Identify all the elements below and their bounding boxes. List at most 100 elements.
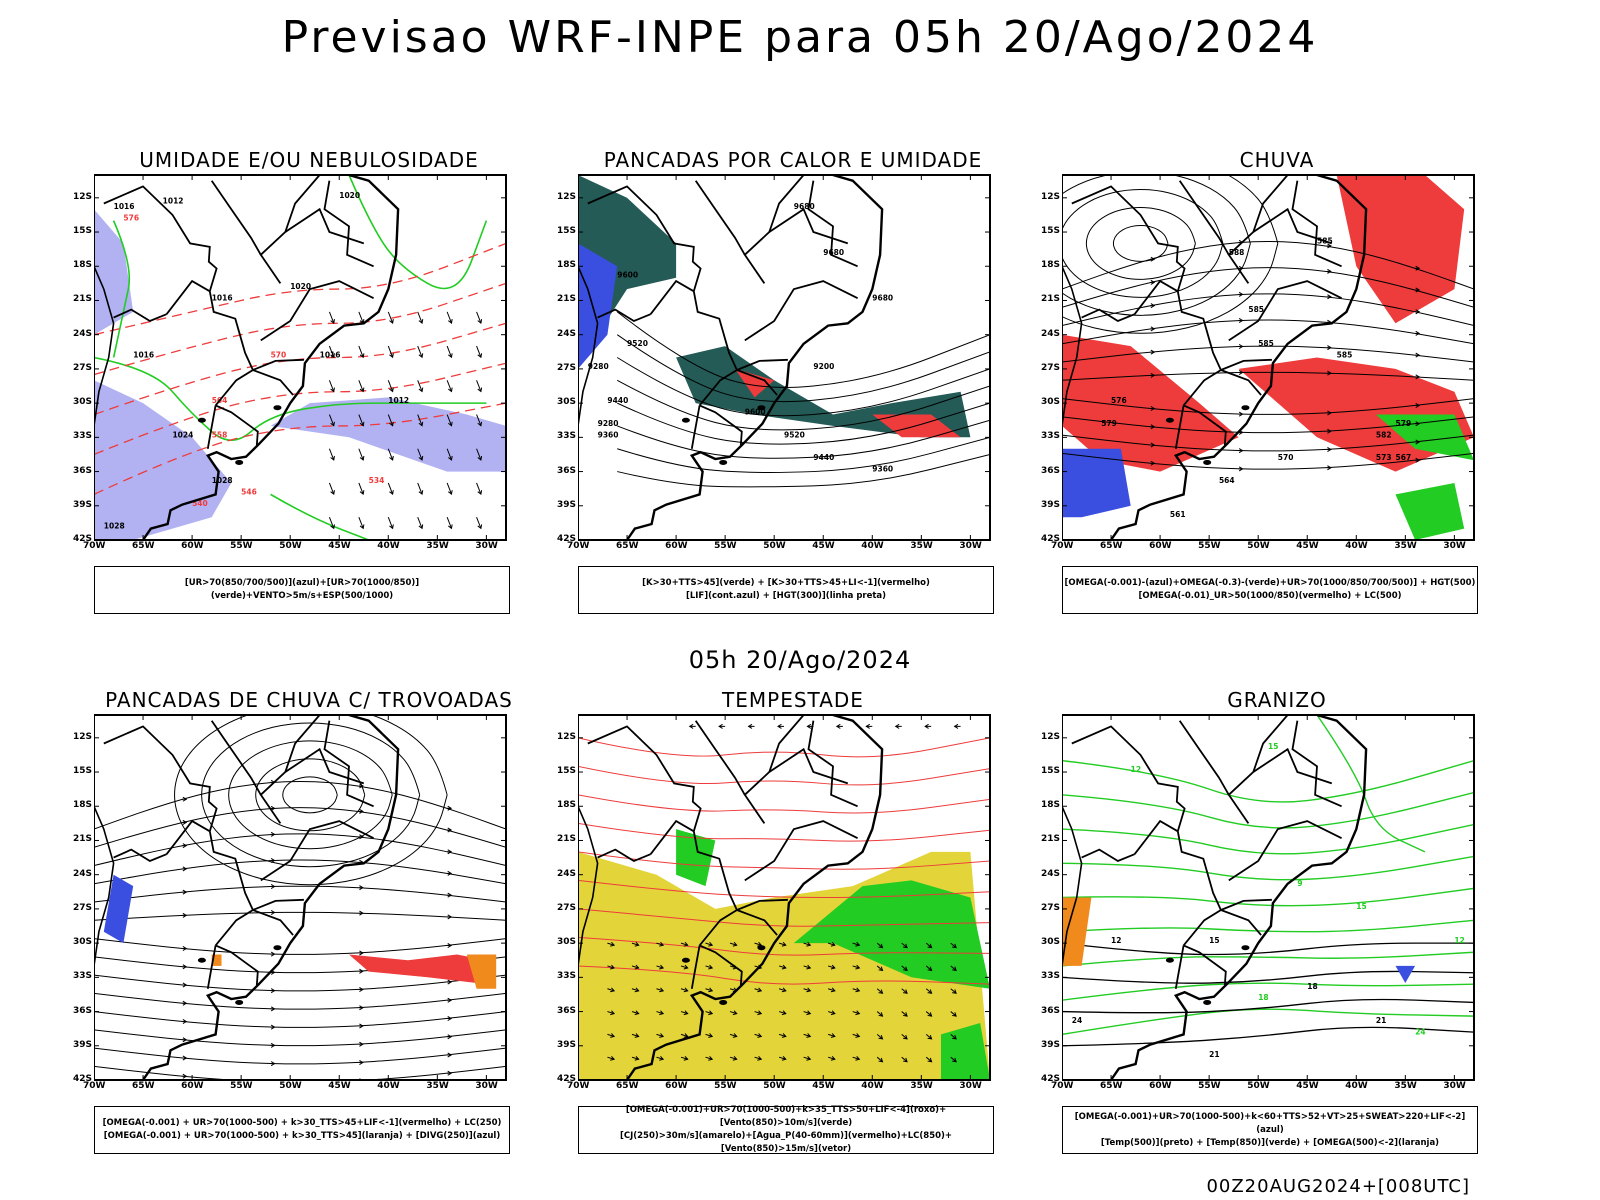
lon-label: 65W (616, 1081, 639, 1091)
border-line (1183, 944, 1227, 986)
contour-label: 21 (1376, 1016, 1386, 1025)
streamline-850 (578, 965, 990, 985)
flow-arrow-head (1327, 410, 1332, 416)
lat-label: 21S (72, 834, 92, 845)
wind-vector (876, 1033, 883, 1040)
height-contour (616, 311, 990, 388)
wind-vector-head (477, 455, 483, 461)
border-line (743, 207, 849, 284)
lon-label: 70W (83, 1081, 106, 1091)
wind-vector-head (903, 966, 908, 972)
wind-vector (950, 1033, 957, 1040)
wind-vector-head (659, 1010, 665, 1016)
streamline (94, 1047, 506, 1065)
wind-vector-head (610, 964, 616, 970)
lat-label: 36S (556, 1005, 576, 1016)
contour-label: 570 (1278, 453, 1294, 462)
lat-label: 36S (72, 1005, 92, 1016)
omega-green (1395, 483, 1465, 540)
border-line (210, 180, 262, 256)
lat-label: 15S (556, 226, 576, 237)
wind-vector-head (330, 421, 335, 427)
border-line (736, 358, 788, 371)
streamline (94, 859, 506, 885)
lat-label: 33S (1040, 971, 1060, 982)
flow-arrow-head (182, 946, 188, 952)
lifted-index-blue (578, 243, 618, 369)
height-contour (616, 357, 990, 417)
wind-vector-head (688, 723, 694, 729)
border-line (206, 945, 217, 989)
wind-vector-head (952, 1012, 957, 1017)
lat-label: 21S (1040, 294, 1060, 305)
wind-vector (358, 380, 364, 392)
contour-label: 585 (1258, 339, 1274, 348)
flow-arrow-head (182, 964, 188, 970)
wind-vector-head (806, 1033, 812, 1038)
wind-vector-head (683, 987, 689, 993)
coastline (142, 175, 400, 540)
wind-vector (803, 1056, 811, 1060)
wind-vector-head (952, 966, 957, 972)
lat-label: 27S (1040, 362, 1060, 373)
lat-label: 12S (1040, 191, 1060, 202)
flow-arrow-head (182, 889, 188, 895)
streamline (1062, 452, 1474, 470)
streamline (1062, 398, 1474, 415)
flow-arrow-head (359, 950, 364, 956)
lon-label: 40W (1345, 1081, 1368, 1091)
wind-vector-head (830, 941, 836, 947)
panel-legend: [OMEGA(-0.001) + UR>70(1000-500) + k>30_… (94, 1106, 510, 1154)
flow-arrow-head (1415, 309, 1421, 315)
panel-trovoadas: PANCADAS DE CHUVA C/ TROVOADAS [OMEGA(-0… (73, 688, 524, 1168)
temp850-contour (1062, 919, 1474, 933)
flow-arrow-head (1327, 268, 1332, 274)
border-line (1071, 185, 1186, 292)
contour-label: 573 (1376, 453, 1392, 462)
wind-vector (925, 942, 932, 949)
wind-vector-head (359, 490, 365, 496)
flow-arrow-head (1415, 421, 1421, 427)
wind-vector (387, 311, 394, 324)
lat-label: 27S (72, 902, 92, 913)
lat-label: 30S (1040, 937, 1060, 948)
streamline-850 (578, 794, 990, 814)
panel-pancadas-calor: PANCADAS POR CALOR E UMIDADE [K>30+TTS>4… (557, 148, 1008, 628)
map-frame (1062, 174, 1475, 541)
flow-arrow-head (1238, 265, 1244, 271)
contour-label: 9280 (598, 419, 619, 428)
border-line (736, 909, 778, 936)
wind-vector (417, 311, 423, 324)
border-line (692, 291, 739, 406)
contour-label: 540 (192, 499, 208, 508)
lat-label: 30S (556, 397, 576, 408)
wind-vector (387, 448, 394, 461)
wind-vector (387, 482, 394, 495)
lat-label: 24S (72, 328, 92, 339)
border-line (744, 280, 859, 342)
contour-label: 12 (1131, 765, 1141, 774)
lat-label: 15S (1040, 226, 1060, 237)
wind-vector (925, 988, 932, 994)
flow-arrow-head (1415, 287, 1421, 293)
border-line (113, 308, 167, 323)
lon-label: 65W (132, 1081, 155, 1091)
andes-line (94, 805, 115, 967)
map-canvas: 12 15 12 15 18 21 24 21 24 18 15 12 9 (1062, 714, 1475, 1081)
wind-vector-head (634, 1055, 640, 1061)
flow-arrow-head (1150, 460, 1156, 466)
flow-arrow-head (359, 1041, 364, 1047)
streamline (1062, 416, 1474, 434)
contour-label: 9360 (598, 430, 619, 439)
wind-vector-head (683, 964, 689, 970)
wind-vector (852, 1056, 860, 1060)
border-line (694, 180, 746, 256)
flow-arrow-head (1238, 344, 1244, 349)
border-line (208, 831, 255, 946)
streamline (94, 911, 506, 921)
flow-arrow-head (270, 1024, 276, 1030)
temp850-contour (1062, 982, 1474, 1001)
border-line (113, 848, 167, 863)
map-layer: 12 15 12 15 18 21 24 21 24 18 15 12 9 (1062, 715, 1474, 1080)
wind-vector (358, 311, 364, 324)
